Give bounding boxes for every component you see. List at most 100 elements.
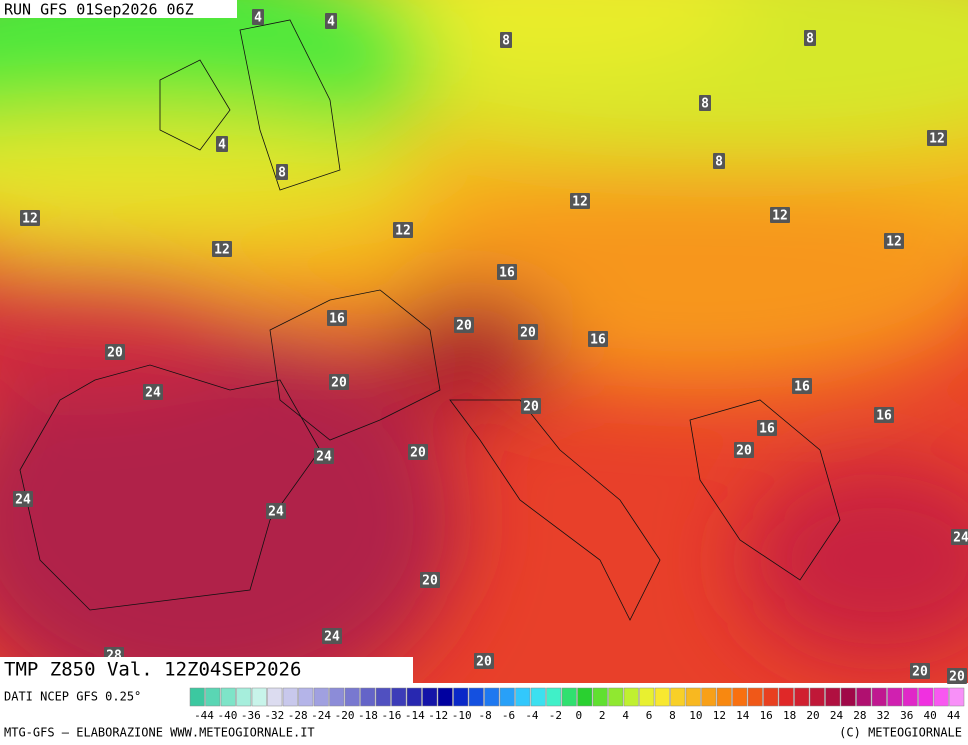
contour-label-box bbox=[329, 374, 349, 390]
color-swatch bbox=[856, 687, 872, 707]
contour-label: 16 bbox=[590, 333, 606, 348]
coastlines bbox=[19, 19, 841, 621]
run-box bbox=[0, 0, 237, 18]
contour-label: 24 bbox=[268, 505, 284, 520]
contour-label-box bbox=[408, 444, 428, 460]
color-swatch bbox=[747, 687, 763, 707]
color-swatch bbox=[732, 687, 748, 707]
scale-label: -44 bbox=[194, 709, 214, 722]
scale-label: -4 bbox=[525, 709, 539, 722]
scale-label: 44 bbox=[947, 709, 961, 722]
contour-label-box bbox=[910, 663, 930, 679]
contour-label-box bbox=[518, 324, 538, 340]
contour-label-box bbox=[252, 9, 264, 25]
contour-label: 4 bbox=[218, 138, 226, 153]
contour-label-box bbox=[393, 222, 413, 238]
contour-label: 16 bbox=[499, 266, 515, 281]
scale-label: 0 bbox=[575, 709, 582, 722]
scale-label: -12 bbox=[428, 709, 448, 722]
color-swatch bbox=[329, 687, 345, 707]
contour-label: 8 bbox=[806, 32, 814, 47]
contour-label: 24 bbox=[324, 630, 340, 645]
contour-label: 12 bbox=[572, 195, 588, 210]
scale-label: -32 bbox=[264, 709, 284, 722]
color-swatch bbox=[561, 687, 577, 707]
color-swatch bbox=[778, 687, 794, 707]
color-swatch bbox=[546, 687, 562, 707]
color-swatch bbox=[267, 687, 283, 707]
run-label: RUN GFS 01Sep2026 06Z bbox=[4, 1, 194, 19]
scale-label: 24 bbox=[830, 709, 844, 722]
contour-label-box bbox=[143, 384, 163, 400]
contour-label: 16 bbox=[794, 380, 810, 395]
color-swatch bbox=[251, 687, 267, 707]
contour-label-box bbox=[792, 378, 812, 394]
map-title: TMP Z850 Val. 12Z04SEP2026 bbox=[4, 659, 301, 681]
scale-label: 16 bbox=[760, 709, 773, 722]
contour-label-box bbox=[266, 503, 286, 519]
scale-label: 6 bbox=[646, 709, 653, 722]
scale-label: -2 bbox=[549, 709, 562, 722]
color-swatch bbox=[313, 687, 329, 707]
color-swatch bbox=[654, 687, 670, 707]
contour-label-box bbox=[500, 32, 512, 48]
contour-label: 24 bbox=[316, 450, 332, 465]
contour-label: 12 bbox=[395, 224, 411, 239]
scale-label: -14 bbox=[405, 709, 425, 722]
footer-right: (C) METEOGIORNALE bbox=[839, 726, 962, 740]
color-swatch bbox=[484, 687, 500, 707]
scale-label: 10 bbox=[689, 709, 702, 722]
color-swatch bbox=[437, 687, 453, 707]
color-swatch bbox=[391, 687, 407, 707]
color-swatch bbox=[840, 687, 856, 707]
color-swatch bbox=[639, 687, 655, 707]
contour-label-box bbox=[314, 448, 334, 464]
temperature-field bbox=[0, 0, 968, 683]
scale-label: 4 bbox=[622, 709, 629, 722]
color-swatch bbox=[205, 687, 221, 707]
contour-label: 20 bbox=[912, 665, 928, 680]
contour-label-box bbox=[327, 310, 347, 326]
color-swatch bbox=[825, 687, 841, 707]
scale-label: -10 bbox=[452, 709, 472, 722]
contour-label: 16 bbox=[759, 422, 775, 437]
scale-label: -40 bbox=[217, 709, 237, 722]
contour-label-box bbox=[884, 233, 904, 249]
contour-label-box bbox=[804, 30, 816, 46]
color-swatch bbox=[360, 687, 376, 707]
color-swatch bbox=[701, 687, 717, 707]
contour-label-box bbox=[588, 331, 608, 347]
contour-label: 8 bbox=[278, 166, 286, 181]
contour-label: 16 bbox=[329, 312, 345, 327]
scale-label: 28 bbox=[853, 709, 866, 722]
scale-label: -36 bbox=[241, 709, 261, 722]
contour-label: 24 bbox=[15, 493, 31, 508]
contour-label-box bbox=[474, 653, 494, 669]
contour-label: 12 bbox=[929, 132, 945, 147]
contour-label-box bbox=[497, 264, 517, 280]
contour-label-box bbox=[927, 130, 947, 146]
contour-label: 8 bbox=[715, 155, 723, 170]
color-swatch bbox=[406, 687, 422, 707]
scale-label: 14 bbox=[736, 709, 750, 722]
scale-label: -24 bbox=[311, 709, 331, 722]
contour-label: 20 bbox=[476, 655, 492, 670]
scale-label: -28 bbox=[288, 709, 308, 722]
color-swatch bbox=[453, 687, 469, 707]
color-swatch bbox=[918, 687, 934, 707]
contour-label-box bbox=[13, 491, 33, 507]
color-swatch bbox=[577, 687, 593, 707]
contour-label: 20 bbox=[520, 326, 536, 341]
color-swatch bbox=[871, 687, 887, 707]
color-swatch bbox=[685, 687, 701, 707]
scale-label: 2 bbox=[599, 709, 606, 722]
scale-label: -6 bbox=[502, 709, 515, 722]
contour-label-box bbox=[699, 95, 711, 111]
scale-label: 20 bbox=[806, 709, 819, 722]
source-label: DATI NCEP GFS 0.25° bbox=[4, 690, 141, 704]
contour-label-box bbox=[322, 628, 342, 644]
scale-label: 32 bbox=[877, 709, 890, 722]
contour-label: 12 bbox=[214, 243, 230, 258]
contour-label-box bbox=[105, 344, 125, 360]
